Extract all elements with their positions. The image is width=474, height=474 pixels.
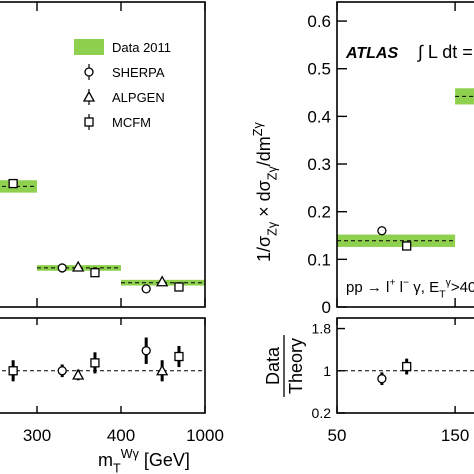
y-tick-label: 0.2: [307, 203, 331, 222]
marker-triangle: [82, 90, 96, 102]
x-axis-label: mTWγ [GeV]: [98, 447, 190, 474]
marker-circle: [57, 366, 67, 376]
ratio-label-numerator: Data: [263, 346, 283, 385]
text-part: × dσ: [254, 180, 274, 222]
selection-label: pp → l+ l− γ, ETγ>40: [346, 276, 474, 300]
legend-label: ALPGEN: [112, 90, 165, 105]
text-part: +: [389, 276, 395, 288]
text-part: T: [439, 288, 446, 300]
text-part: γ: [446, 276, 452, 288]
text-part: pp → l: [346, 279, 389, 296]
legend-label: Data 2011: [112, 40, 171, 55]
text-part: 1/σ: [254, 236, 274, 262]
marker-circle: [141, 346, 151, 356]
text-part: l: [396, 279, 404, 296]
legend-swatch: [74, 39, 104, 55]
text-part: Zγ: [265, 221, 279, 236]
marker-square: [90, 268, 100, 278]
text-part: Zγ: [251, 122, 265, 137]
legend-label: SHERPA: [112, 65, 165, 80]
marker-circle: [377, 374, 387, 384]
marker-triangle: [72, 368, 85, 380]
y-tick-label: 0.6: [307, 12, 331, 31]
y-tick-label: 0.1: [307, 250, 331, 269]
marker-circle: [377, 226, 387, 236]
ratio-y-tick-label: 1: [323, 363, 331, 379]
text-part: Wγ: [121, 447, 140, 461]
axes-frame: [0, 1, 206, 308]
luminosity-label: ∫ L dt =: [416, 42, 473, 62]
text-part: −: [403, 276, 409, 288]
y-tick-label: 0.5: [307, 60, 331, 79]
marker-circle: [141, 284, 151, 294]
x-tick-label: 150: [441, 426, 469, 445]
x-tick-label: 50: [328, 426, 347, 445]
marker-triangle: [156, 364, 169, 376]
marker-square: [174, 282, 184, 292]
marker-square: [8, 178, 18, 189]
axes-frame: [336, 1, 474, 308]
y-tick-label: 0: [322, 298, 331, 317]
text-part: /dm: [254, 136, 274, 166]
text-part: T: [113, 461, 121, 474]
marker-square: [84, 117, 94, 127]
ratio-label-denominator: Theory: [286, 338, 306, 394]
experiment-label: ATLAS: [345, 45, 398, 62]
ratio-y-tick-label: 0.2: [312, 405, 332, 421]
marker-square: [402, 241, 412, 251]
text-part: >40: [451, 279, 474, 296]
axes-frame: [336, 317, 474, 414]
marker-square: [402, 361, 412, 372]
x-tick-label: 1000: [186, 426, 224, 445]
x-tick-label: 400: [107, 426, 135, 445]
y-axis-label: 1/σZγ × dσZγ/dmZγ: [251, 122, 279, 262]
y-tick-label: 0.4: [307, 107, 331, 126]
axes-frame: [0, 317, 206, 414]
marker-circle: [84, 67, 94, 77]
text-part: [GeV]: [139, 450, 190, 470]
marker-triangle: [72, 260, 85, 272]
marker-circle: [57, 263, 67, 273]
marker-triangle: [156, 275, 169, 287]
text-part: m: [98, 450, 113, 470]
ratio-y-tick-label: 1.8: [312, 321, 332, 337]
marker-square: [174, 351, 184, 362]
text-part: γ, E: [409, 279, 439, 296]
marker-square: [90, 358, 100, 368]
text-part: Zγ: [265, 166, 279, 181]
legend-label: MCFM: [112, 115, 151, 130]
marker-square: [8, 366, 18, 376]
x-tick-label: 300: [23, 426, 51, 445]
y-tick-label: 0.3: [307, 155, 331, 174]
